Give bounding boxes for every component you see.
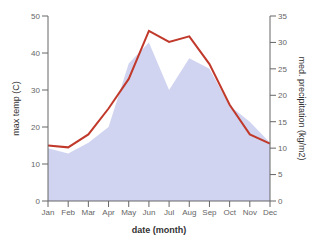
svg-text:0: 0 [36,197,41,206]
svg-text:40: 40 [31,49,40,58]
svg-text:Jun: Jun [142,208,155,217]
svg-text:15: 15 [278,118,287,127]
svg-text:35: 35 [278,12,287,21]
svg-text:30: 30 [278,38,287,47]
svg-text:30: 30 [31,86,40,95]
svg-text:date (month): date (month) [132,225,187,235]
svg-text:Apr: Apr [102,208,115,217]
svg-text:med. precipitation (kg/m2): med. precipitation (kg/m2) [297,56,307,160]
svg-text:May: May [121,208,136,217]
svg-text:10: 10 [31,160,40,169]
svg-text:5: 5 [278,170,283,179]
svg-text:Jul: Jul [164,208,174,217]
svg-text:Oct: Oct [223,208,236,217]
svg-text:Sep: Sep [202,208,217,217]
svg-text:Dec: Dec [263,208,277,217]
svg-text:Aug: Aug [182,208,196,217]
svg-text:Nov: Nov [243,208,257,217]
svg-text:Jan: Jan [42,208,55,217]
svg-text:Feb: Feb [61,208,75,217]
svg-text:0: 0 [278,197,283,206]
svg-text:20: 20 [31,123,40,132]
svg-text:20: 20 [278,91,287,100]
svg-text:10: 10 [278,144,287,153]
svg-text:max temp (C): max temp (C) [11,81,21,136]
svg-text:25: 25 [278,65,287,74]
svg-text:50: 50 [31,12,40,21]
svg-text:Mar: Mar [81,208,95,217]
